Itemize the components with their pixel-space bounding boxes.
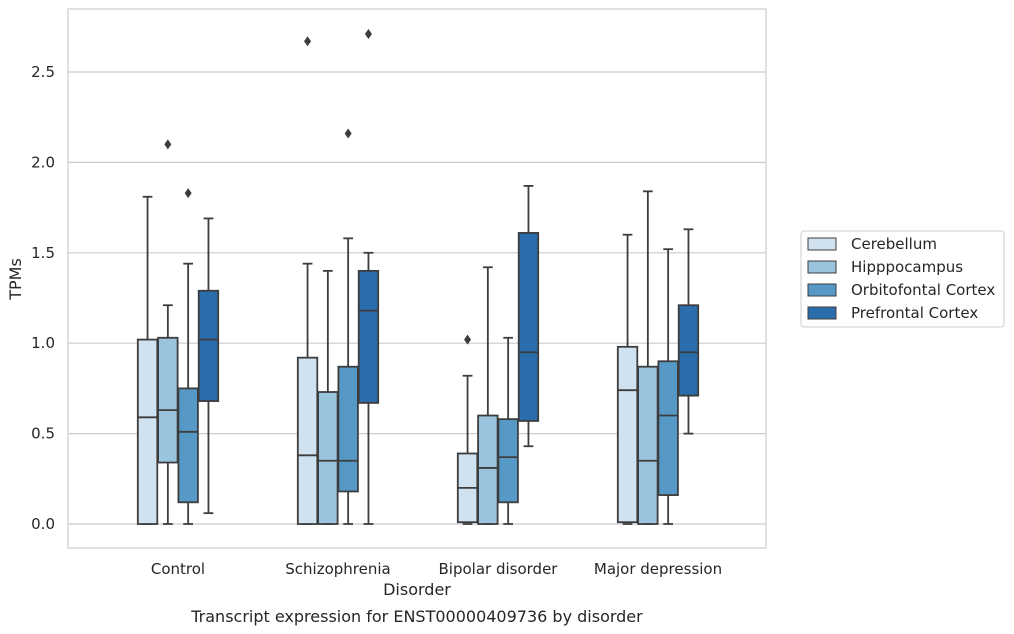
- outlier-point: [184, 188, 192, 199]
- legend-swatch: [807, 260, 837, 274]
- boxes: [136, 29, 700, 525]
- box-orbitofontal-cortex: [497, 336, 519, 525]
- outlier-point: [364, 29, 372, 40]
- box-cerebellum: [456, 334, 479, 525]
- legend-label: Hipppocampus: [851, 258, 963, 276]
- box-iqr: [357, 269, 380, 404]
- x-tick-labels: Control Schizophrenia Bipolar disorder Majo…: [151, 560, 722, 578]
- y-axis-title: TPMs: [6, 258, 25, 301]
- legend-label: Prefrontal Cortex: [851, 304, 978, 322]
- y-tick-label: 1.0: [31, 334, 55, 352]
- y-tick-label: 1.5: [31, 244, 55, 262]
- box-cerebellum: [616, 233, 639, 525]
- y-tick-labels: 0.0 0.5 1.0 1.5 2.0 2.5: [31, 63, 55, 533]
- box-cerebellum: [296, 36, 319, 525]
- box-prefrontal-cortex: [677, 228, 700, 435]
- box-iqr: [177, 387, 199, 504]
- box-iqr: [517, 232, 540, 422]
- box-iqr: [136, 338, 159, 525]
- box-iqr: [637, 365, 659, 525]
- box-iqr: [677, 304, 700, 397]
- outlier-point: [164, 139, 172, 150]
- box-iqr: [497, 418, 519, 504]
- box-iqr: [317, 391, 339, 525]
- box-hipppocampus: [157, 139, 179, 525]
- y-tick-label: 2.5: [31, 63, 55, 81]
- legend-swatch: [807, 237, 837, 251]
- box-prefrontal-cortex: [197, 217, 220, 515]
- box-cerebellum: [136, 195, 159, 525]
- box-hipppocampus: [317, 269, 339, 525]
- x-axis-title: Disorder: [383, 580, 451, 599]
- x-tick-label: Major depression: [594, 560, 722, 578]
- x-tick-label: Control: [151, 560, 205, 578]
- box-prefrontal-cortex: [357, 29, 380, 525]
- box-orbitofontal-cortex: [337, 128, 359, 525]
- x-tick-label: Schizophrenia: [285, 560, 390, 578]
- legend-label: Orbitofontal Cortex: [851, 281, 995, 299]
- legend-label: Cerebellum: [851, 235, 937, 253]
- box-iqr: [657, 360, 679, 496]
- legend-frame: [800, 230, 1005, 328]
- legend-swatch: [807, 283, 837, 297]
- y-tick-label: 2.0: [31, 153, 55, 171]
- x-tick-label: Bipolar disorder: [439, 560, 559, 578]
- box-iqr: [157, 336, 179, 464]
- box-orbitofontal-cortex: [657, 248, 679, 525]
- box-hipppocampus: [637, 190, 659, 525]
- box-hipppocampus: [477, 266, 499, 525]
- y-tick-label: 0.5: [31, 425, 55, 443]
- box-iqr: [197, 289, 220, 402]
- legend: Cerebellum Hipppocampus Orbitofontal Corte…: [800, 230, 1005, 328]
- outlier-point: [464, 334, 472, 345]
- box-iqr: [296, 356, 319, 525]
- box-iqr: [616, 345, 639, 524]
- legend-swatch: [807, 306, 837, 320]
- box-prefrontal-cortex: [517, 185, 540, 448]
- box-iqr: [477, 414, 499, 525]
- chart-caption: Transcript expression for ENST0000040973…: [190, 607, 643, 626]
- box-orbitofontal-cortex: [177, 188, 199, 525]
- y-tick-label: 0.0: [31, 515, 55, 533]
- plot-area-border: [67, 8, 767, 549]
- outlier-point: [344, 128, 352, 139]
- box-iqr: [337, 365, 359, 493]
- outlier-point: [304, 36, 312, 47]
